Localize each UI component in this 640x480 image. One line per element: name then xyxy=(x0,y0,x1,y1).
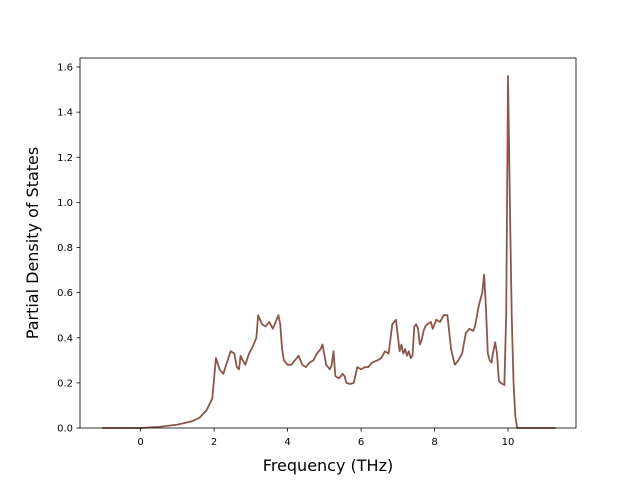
series-line-0 xyxy=(102,75,556,429)
x-tick-label: 0 xyxy=(137,437,143,448)
x-tick-label: 2 xyxy=(211,437,217,448)
y-axis-label: Partial Density of States xyxy=(23,147,42,339)
y-axis-ticks: 0.0 0.2 0.4 0.6 0.8 1.0 1.2 1.4 1.6 xyxy=(57,63,80,435)
y-tick-label: 1.4 xyxy=(57,108,73,119)
y-tick-label: 0.0 xyxy=(57,424,73,435)
x-tick-label: 4 xyxy=(284,437,290,448)
x-tick-label: 6 xyxy=(358,437,364,448)
x-tick-label: 8 xyxy=(431,437,437,448)
plot-area xyxy=(102,75,556,429)
x-axis-label: Frequency (THz) xyxy=(263,456,393,475)
y-tick-label: 1.6 xyxy=(57,63,73,74)
x-tick-label: 10 xyxy=(502,437,515,448)
y-tick-label: 0.2 xyxy=(57,378,73,389)
y-tick-label: 1.0 xyxy=(57,198,73,209)
y-tick-label: 0.8 xyxy=(57,243,73,254)
y-tick-label: 0.6 xyxy=(57,288,73,299)
y-tick-label: 1.2 xyxy=(57,153,73,164)
axes-frame xyxy=(79,57,577,429)
x-axis-ticks: 0 2 4 6 8 10 xyxy=(137,428,514,448)
y-tick-label: 0.4 xyxy=(57,333,73,344)
